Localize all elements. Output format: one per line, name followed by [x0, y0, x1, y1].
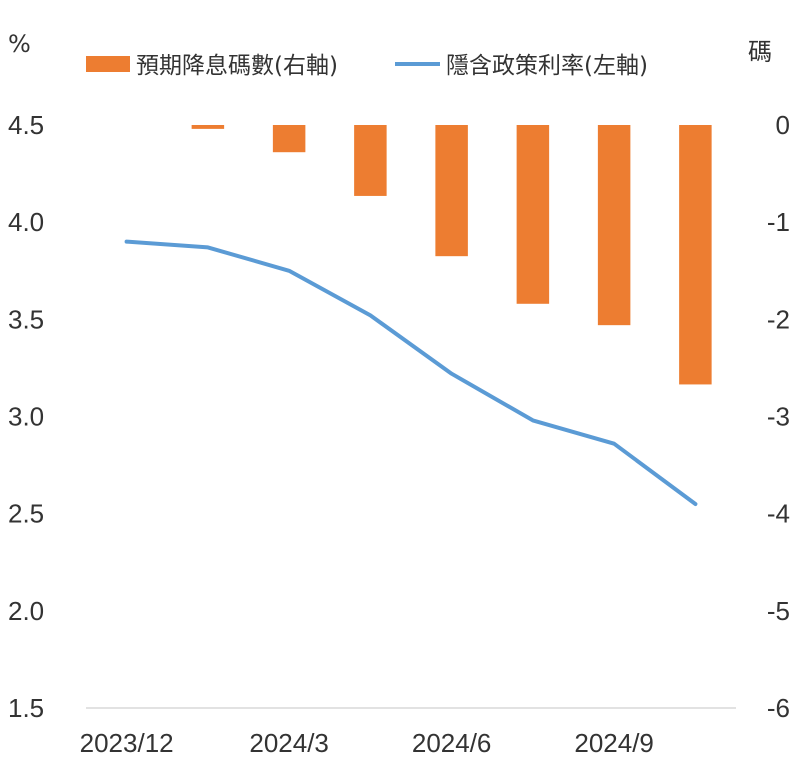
line-series	[124, 239, 698, 506]
right-tick-label: 0	[776, 110, 790, 140]
bar	[191, 125, 225, 129]
left-axis-ticks: 4.5 4.0 3.5 3.0 2.5 2.0 1.5	[8, 110, 44, 723]
right-tick-label: -3	[767, 402, 790, 432]
bar	[435, 125, 468, 257]
bar	[354, 125, 387, 196]
bar	[516, 125, 550, 304]
x-tick-label: 2024/3	[249, 728, 329, 758]
line-point	[207, 246, 209, 248]
line-point	[694, 503, 696, 505]
bar	[272, 125, 306, 153]
bar	[679, 125, 712, 385]
left-tick-label: 2.0	[8, 596, 44, 626]
right-axis-ticks: 0 -1 -2 -3 -4 -5 -6	[767, 110, 790, 723]
legend-bar-label: 預期降息碼數(右軸)	[136, 53, 338, 79]
legend: 預期降息碼數(右軸) 隱含政策利率(左軸)	[86, 53, 648, 79]
legend-line-label: 隱含政策利率(左軸)	[446, 53, 648, 79]
left-tick-label: 4.0	[8, 207, 44, 237]
right-axis-unit: 碼	[748, 38, 772, 66]
right-tick-label: -1	[767, 207, 790, 237]
right-tick-label: -4	[767, 499, 790, 529]
x-tick-label: 2024/6	[412, 728, 492, 758]
line-point	[451, 373, 453, 375]
right-tick-label: -2	[767, 304, 790, 334]
legend-bar-swatch	[86, 56, 130, 72]
bar-series	[191, 125, 712, 385]
left-axis-unit: %	[8, 30, 31, 58]
left-tick-label: 3.5	[8, 304, 44, 334]
line-point	[613, 443, 615, 445]
left-tick-label: 2.5	[8, 499, 44, 529]
bar	[597, 125, 631, 326]
line-point	[288, 270, 290, 272]
line-point	[126, 241, 128, 243]
left-tick-label: 4.5	[8, 110, 44, 140]
x-tick-label: 2023/12	[80, 728, 174, 758]
right-tick-label: -5	[767, 596, 790, 626]
left-tick-label: 1.5	[8, 693, 44, 723]
x-axis-ticks: 2023/12 2024/3 2024/6 2024/9	[80, 728, 654, 758]
line-point	[369, 314, 371, 316]
right-tick-label: -6	[767, 693, 790, 723]
left-tick-label: 3.0	[8, 402, 44, 432]
implied-rate-line	[124, 239, 698, 506]
line-point	[532, 419, 534, 421]
x-tick-label: 2024/9	[574, 728, 654, 758]
